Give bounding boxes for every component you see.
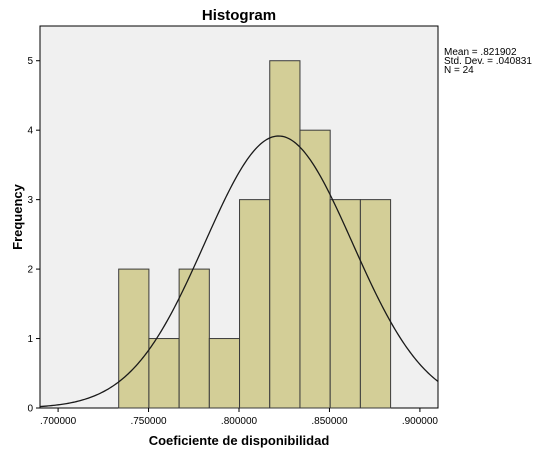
histogram-bar-6 <box>299 129 331 409</box>
y-axis-label: Frequency <box>10 183 25 250</box>
y-tick-label: 0 <box>27 404 33 415</box>
histogram-bar-0 <box>118 268 150 409</box>
x-tick-label: .900000 <box>402 416 439 427</box>
histogram-bar-3 <box>208 338 241 409</box>
histogram-bar-5 <box>269 60 301 409</box>
x-tick-label: .850000 <box>311 416 348 427</box>
histogram-bar-8 <box>359 199 392 409</box>
histogram-bar-1 <box>148 338 180 409</box>
normal-curve <box>39 135 439 408</box>
stat-mean: Mean = .821902 <box>444 47 517 58</box>
chart-title: Histogram <box>202 7 276 24</box>
y-tick-label: 1 <box>27 334 33 345</box>
y-tick-label: 3 <box>27 195 33 206</box>
stat-n: N = 24 <box>444 65 474 76</box>
stat-std-dev: Std. Dev. = .040831 <box>444 56 532 67</box>
axes: 0 1 2 3 4 5 .700000 .750000 .800000 .850000 .90000… <box>27 56 438 427</box>
x-tick-label: .800000 <box>221 416 258 427</box>
y-tick-label: 4 <box>27 126 33 137</box>
stats-box: Mean = .821902 Std. Dev. = .040831 N = 2… <box>444 47 532 76</box>
histogram-bar-4 <box>239 199 271 409</box>
y-tick-label: 2 <box>27 265 33 276</box>
x-tick-label: .750000 <box>130 416 167 427</box>
bars-group <box>118 60 392 409</box>
y-tick-label: 5 <box>27 56 33 67</box>
x-tick-label: .700000 <box>40 416 77 427</box>
histogram-bar-7 <box>329 199 361 409</box>
x-axis-label: Coeficiente de disponibilidad <box>149 433 330 448</box>
